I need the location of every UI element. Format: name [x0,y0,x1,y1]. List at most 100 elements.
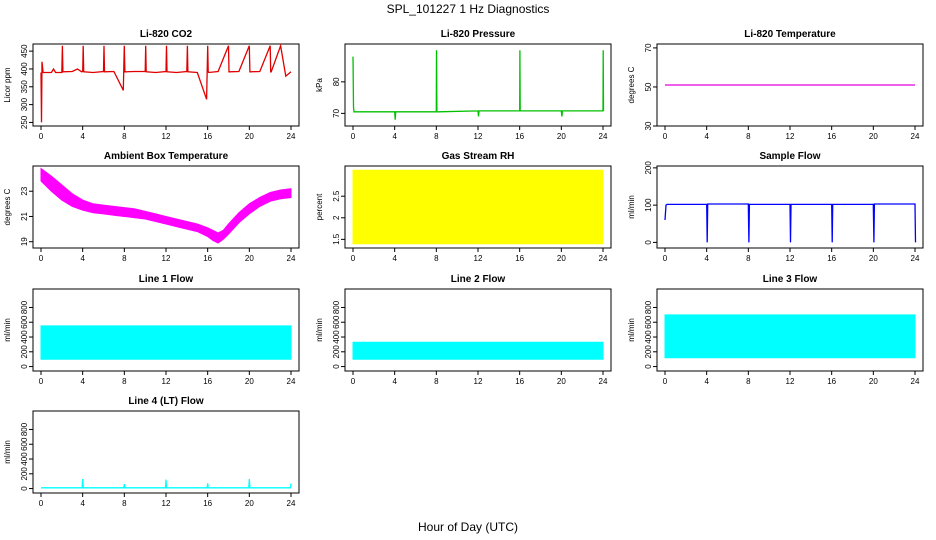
x-tick-label: 12 [162,499,171,508]
x-tick-label: 8 [122,377,127,386]
y-tick-label: 21 [20,211,29,220]
y-axis-label: kPa [315,78,324,92]
x-tick-label: 4 [80,132,85,141]
y-tick-label: 800 [332,300,341,314]
x-tick-label: 12 [162,377,171,386]
panel-title: Li-820 CO2 [140,29,193,40]
x-tick-label: 8 [746,132,751,141]
x-tick-label: 12 [474,132,483,141]
y-tick-label: 30 [644,121,653,130]
y-tick-label: 0 [20,364,29,369]
x-tick-label: 0 [39,377,44,386]
series-band-0 [40,167,292,244]
y-tick-label: 23 [20,186,29,195]
x-tick-label: 20 [245,499,254,508]
x-tick-label: 4 [80,377,85,386]
y-tick-label: 0 [644,364,653,369]
x-tick-label: 16 [515,132,524,141]
y-tick-label: 450 [20,44,29,58]
x-tick-label: 20 [557,254,566,263]
y-tick-label: 400 [20,62,29,76]
x-tick-label: 24 [599,377,608,386]
x-tick-label: 8 [746,377,751,386]
x-tick-label: 0 [39,499,44,508]
y-tick-label: 400 [644,330,653,344]
panel-0: Li-820 CO2 0 4 8 12 16 20 24 250 300 350 400 450 Lico… [3,29,300,141]
panel-title: Line 1 Flow [139,274,194,285]
x-tick-label: 4 [704,377,709,386]
x-tick-label: 0 [39,132,44,141]
x-tick-label: 12 [474,254,483,263]
y-tick-label: 600 [644,315,653,329]
panel-4: Gas Stream RH 0 4 8 12 16 20 24 1.5 2 2.5 percent [315,151,612,263]
x-tick-label: 16 [515,377,524,386]
x-tick-label: 0 [351,377,356,386]
x-tick-label: 16 [515,254,524,263]
x-tick-label: 8 [122,132,127,141]
x-tick-label: 16 [827,377,836,386]
y-tick-label: 200 [20,467,29,481]
x-tick-label: 24 [599,254,608,263]
y-tick-label: 350 [20,80,29,94]
x-tick-label: 20 [245,132,254,141]
y-tick-label: 80 [332,77,341,86]
y-tick-label: 200 [644,345,653,359]
panel-title: Gas Stream RH [442,151,515,162]
y-axis-label: ml/min [3,440,12,464]
y-tick-label: 800 [20,422,29,436]
y-tick-label: 0 [20,486,29,491]
x-tick-label: 0 [663,254,668,263]
x-tick-label: 16 [203,377,212,386]
y-axis-label: ml/min [3,318,12,342]
y-tick-label: 2 [332,215,341,220]
x-tick-label: 20 [869,377,878,386]
y-tick-label: 600 [20,315,29,329]
x-tick-label: 4 [704,254,709,263]
x-tick-label: 0 [39,254,44,263]
series-line-0 [664,203,917,243]
y-axis-label: ml/min [315,318,324,342]
x-tick-label: 12 [786,132,795,141]
y-tick-label: 50 [644,82,653,91]
x-tick-label: 16 [827,254,836,263]
x-tick-label: 12 [786,254,795,263]
y-tick-label: 800 [644,300,653,314]
panel-title: Line 2 Flow [451,274,506,285]
y-tick-label: 200 [332,345,341,359]
x-tick-label: 20 [557,132,566,141]
series-line-0 [352,50,605,120]
x-tick-label: 8 [434,377,439,386]
x-tick-label: 16 [203,499,212,508]
figure-title: SPL_101227 1 Hz Diagnostics [387,2,550,16]
panel-5: Sample Flow 0 4 8 12 16 20 24 0 100 200 ml/min [627,151,924,263]
x-tick-label: 12 [162,132,171,141]
x-tick-label: 4 [392,377,397,386]
x-tick-label: 4 [80,254,85,263]
panel-title: Li-820 Temperature [744,29,836,40]
y-tick-label: 600 [20,437,29,451]
y-tick-label: 400 [20,452,29,466]
x-tick-label: 8 [122,254,127,263]
x-tick-label: 4 [80,499,85,508]
y-tick-label: 2.5 [332,190,341,202]
y-tick-label: 200 [20,345,29,359]
x-tick-label: 0 [351,132,356,141]
x-tick-label: 20 [557,377,566,386]
y-axis-label: percent [315,193,324,220]
x-tick-label: 4 [392,254,397,263]
x-tick-label: 8 [434,254,439,263]
y-tick-label: 250 [20,115,29,129]
x-tick-label: 20 [869,132,878,141]
series-line-0 [40,43,292,123]
y-tick-label: 70 [332,108,341,117]
x-tick-label: 24 [911,132,920,141]
x-tick-label: 24 [287,254,296,263]
x-tick-label: 12 [474,377,483,386]
panel-title: Sample Flow [759,151,820,162]
x-tick-label: 0 [663,377,668,386]
series-band-0 [40,325,292,360]
panel-9: Line 4 (LT) Flow 0 4 8 12 16 20 24 0 200400600800… [3,396,300,508]
panel-title: Line 4 (LT) Flow [128,396,204,407]
